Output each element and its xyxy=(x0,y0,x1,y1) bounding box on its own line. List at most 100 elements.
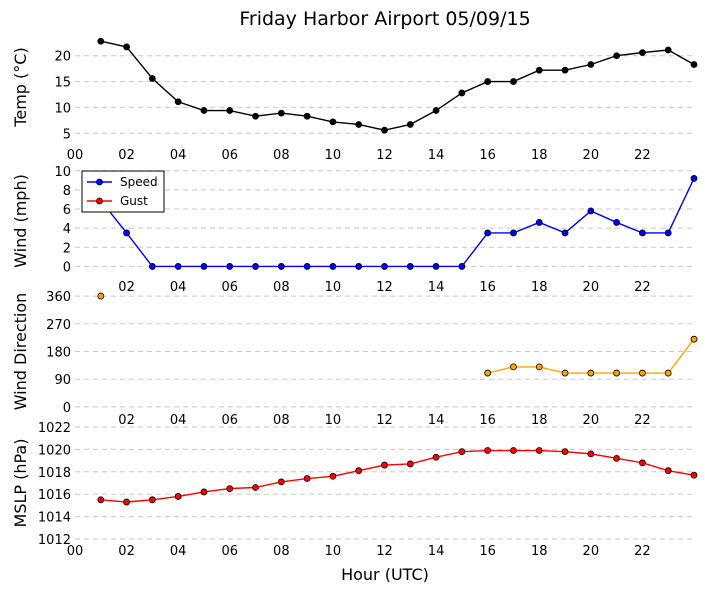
data-point-panel-4 xyxy=(484,447,492,454)
data-point-panel-4 xyxy=(329,472,337,480)
data-point-panel-4 xyxy=(639,459,646,467)
legend-marker-speed xyxy=(96,178,103,186)
legend-label-speed: Speed xyxy=(120,175,158,189)
x-tick-label-panel-1: 16 xyxy=(479,148,496,163)
data-point-panel-4 xyxy=(535,447,543,454)
legend-marker-gust xyxy=(96,197,103,205)
y-tick-label-panel-4: 1022 xyxy=(38,421,71,436)
x-tick-label-panel-3: 20 xyxy=(583,413,600,428)
data-point-panel-1 xyxy=(355,121,363,128)
data-point-panel-2 xyxy=(148,263,156,270)
data-point-panel-1 xyxy=(535,66,543,74)
data-point-panel-2 xyxy=(561,229,569,237)
data-point-panel-2 xyxy=(484,229,492,237)
y-tick-label-panel-4: 1012 xyxy=(38,533,71,548)
x-tick-label-panel-4: 08 xyxy=(273,544,290,559)
data-point-panel-2 xyxy=(613,219,621,226)
data-point-panel-2 xyxy=(200,263,208,270)
x-tick-label-panel-1: 00 xyxy=(67,148,84,163)
data-point-panel-1 xyxy=(123,43,130,51)
x-tick-label-panel-3: 12 xyxy=(376,413,393,428)
data-point-panel-3 xyxy=(484,369,492,377)
data-point-panel-2 xyxy=(277,263,285,270)
data-point-panel-1 xyxy=(381,126,388,134)
y-tick-label-panel-1: 5 xyxy=(63,127,71,142)
x-tick-label-panel-1: 20 xyxy=(583,148,600,163)
x-tick-label-panel-2: 16 xyxy=(479,280,496,295)
x-tick-label-panel-1: 02 xyxy=(118,148,135,163)
x-tick-label-panel-4: 02 xyxy=(118,544,135,559)
y-tick-label-panel-3: 90 xyxy=(54,373,71,388)
data-point-panel-4 xyxy=(406,460,414,468)
data-point-panel-4 xyxy=(303,475,311,482)
x-tick-label-panel-2: 12 xyxy=(376,280,393,295)
x-tick-label-panel-2: 02 xyxy=(118,280,135,295)
x-axis-label: Hour (UTC) xyxy=(341,565,429,584)
x-tick-label-panel-2: 18 xyxy=(531,280,548,295)
series-line-panel-2-1 xyxy=(100,178,695,268)
data-point-panel-4 xyxy=(226,485,234,493)
data-point-panel-2 xyxy=(432,263,440,270)
data-point-panel-2 xyxy=(664,229,672,237)
data-point-panel-1 xyxy=(200,107,208,114)
data-point-panel-4 xyxy=(97,496,105,504)
x-tick-label-panel-3: 08 xyxy=(273,413,290,428)
x-tick-label-panel-4: 12 xyxy=(376,544,393,559)
x-tick-label-panel-1: 08 xyxy=(273,148,290,163)
y-tick-label-panel-2: 0 xyxy=(63,260,71,275)
data-point-panel-2 xyxy=(406,263,414,270)
x-tick-label-panel-4: 20 xyxy=(583,544,600,559)
data-point-panel-1 xyxy=(664,46,672,54)
data-point-panel-4 xyxy=(690,471,698,479)
data-point-panel-1 xyxy=(690,61,698,68)
x-tick-label-panel-4: 14 xyxy=(428,544,445,559)
data-point-panel-4 xyxy=(381,461,388,469)
data-point-panel-4 xyxy=(277,478,285,486)
y-axis-label-panel-3: Wind Direction xyxy=(11,293,30,411)
x-tick-label-panel-4: 22 xyxy=(634,544,651,559)
x-tick-label-panel-4: 10 xyxy=(325,544,342,559)
data-point-panel-1 xyxy=(484,78,492,85)
data-point-panel-4 xyxy=(458,448,466,456)
data-point-panel-2 xyxy=(226,263,234,270)
x-tick-label-panel-2: 06 xyxy=(221,280,238,295)
data-point-panel-4 xyxy=(174,493,182,500)
y-axis-label-panel-2: Wind (mph) xyxy=(11,174,30,268)
data-point-panel-2 xyxy=(355,263,363,270)
data-point-panel-3 xyxy=(613,369,621,377)
data-point-panel-1 xyxy=(148,75,156,82)
data-point-panel-1 xyxy=(432,107,440,114)
x-tick-label-panel-3: 22 xyxy=(634,413,651,428)
x-tick-label-panel-1: 12 xyxy=(376,148,393,163)
data-point-panel-3 xyxy=(535,363,543,371)
data-point-panel-2 xyxy=(303,263,311,270)
data-point-panel-4 xyxy=(613,454,621,462)
data-point-panel-3 xyxy=(97,292,105,300)
data-point-panel-2 xyxy=(535,219,543,226)
x-tick-label-panel-1: 14 xyxy=(428,148,445,163)
data-point-panel-4 xyxy=(432,453,440,461)
y-tick-label-panel-1: 15 xyxy=(54,76,71,91)
data-point-panel-2 xyxy=(458,263,466,270)
data-point-panel-1 xyxy=(252,112,259,120)
y-tick-label-panel-2: 4 xyxy=(63,222,71,237)
data-point-panel-3 xyxy=(561,369,569,377)
y-tick-label-panel-2: 6 xyxy=(63,203,71,218)
data-point-panel-1 xyxy=(406,121,414,128)
y-axis-label-panel-1: Temp (°C) xyxy=(11,47,30,127)
x-tick-label-panel-4: 18 xyxy=(531,544,548,559)
data-point-panel-2 xyxy=(252,263,259,270)
data-point-panel-2 xyxy=(587,207,595,215)
y-tick-label-panel-2: 8 xyxy=(63,184,71,199)
legend-box xyxy=(81,170,165,213)
x-tick-label-panel-1: 10 xyxy=(325,148,342,163)
y-tick-label-panel-1: 10 xyxy=(54,101,71,116)
data-point-panel-4 xyxy=(587,450,595,458)
data-point-panel-1 xyxy=(174,98,182,106)
x-tick-label-panel-3: 02 xyxy=(118,413,135,428)
y-tick-label-panel-3: 0 xyxy=(63,401,71,416)
data-point-panel-4 xyxy=(252,484,259,491)
x-tick-label-panel-3: 04 xyxy=(170,413,187,428)
x-tick-label-panel-2: 08 xyxy=(273,280,290,295)
